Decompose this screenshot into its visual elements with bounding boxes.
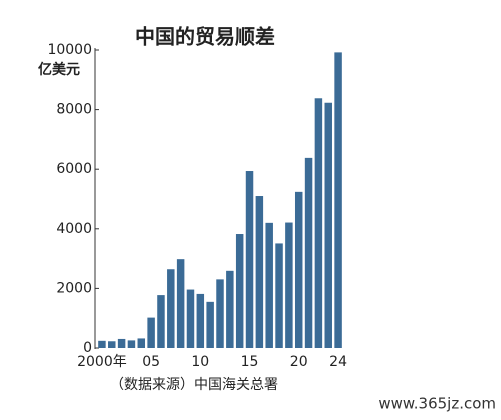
bar [196, 293, 205, 348]
y-tick-label: 0 [83, 340, 92, 356]
bar [157, 295, 165, 348]
bar [117, 338, 126, 348]
bar [147, 317, 155, 348]
bar [176, 259, 185, 348]
y-tick-label: 2000 [56, 280, 92, 296]
bar [294, 191, 303, 348]
bar [98, 340, 106, 348]
y-tick-label: 8000 [56, 102, 92, 118]
x-tick-label: 15 [241, 354, 259, 370]
y-axis-label: 亿美元 [38, 61, 80, 78]
bar [167, 269, 175, 348]
bar [206, 301, 214, 348]
bar [245, 171, 254, 348]
bar [226, 270, 234, 348]
y-tick-label: 10000 [47, 42, 92, 58]
bar [255, 196, 264, 348]
x-tick-label: 20 [290, 354, 308, 370]
chart-title: 中国的贸易顺差 [135, 25, 275, 49]
bar [186, 289, 195, 348]
x-tick-label: 24 [329, 354, 347, 370]
bar [275, 243, 283, 348]
bar [137, 338, 146, 348]
bar [334, 52, 342, 348]
bar [324, 102, 332, 348]
y-tick-label: 6000 [56, 161, 92, 177]
bar [108, 341, 116, 348]
bar [235, 234, 244, 348]
x-tick-label: 2000年 [77, 354, 127, 370]
bar [285, 222, 293, 348]
x-tick-label: 10 [191, 354, 209, 370]
bar [314, 98, 323, 348]
bar [127, 340, 136, 348]
x-tick-label: 05 [142, 354, 160, 370]
watermark: www.365jz.com [378, 395, 496, 413]
bar [265, 222, 273, 348]
bar [304, 157, 313, 348]
bar [216, 279, 224, 348]
y-tick-label: 4000 [56, 221, 92, 237]
source-note: （数据来源）中国海关总署 [110, 377, 278, 393]
